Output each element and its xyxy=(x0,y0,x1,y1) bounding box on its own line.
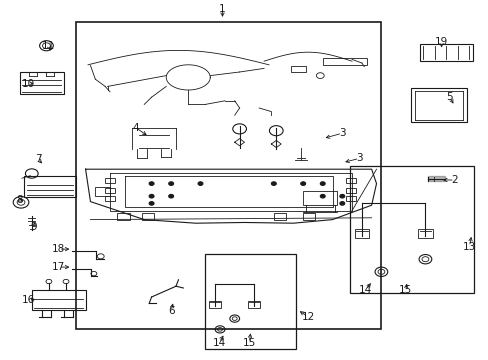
Text: 9: 9 xyxy=(30,222,37,232)
Text: 3: 3 xyxy=(338,128,345,138)
Bar xyxy=(273,213,285,220)
Text: 17: 17 xyxy=(52,262,65,272)
Bar xyxy=(303,191,337,205)
Text: 13: 13 xyxy=(462,242,475,252)
Circle shape xyxy=(320,182,325,185)
Text: 7: 7 xyxy=(35,154,41,164)
Text: 15: 15 xyxy=(398,285,412,295)
Circle shape xyxy=(300,182,305,185)
Bar xyxy=(209,301,221,308)
Circle shape xyxy=(149,202,154,205)
Text: 14: 14 xyxy=(212,338,225,348)
Bar xyxy=(354,229,368,238)
Bar xyxy=(105,188,115,193)
Bar xyxy=(76,22,381,329)
Bar xyxy=(142,213,154,220)
Text: 4: 4 xyxy=(132,123,139,133)
Circle shape xyxy=(149,182,154,185)
Text: 2: 2 xyxy=(450,175,457,185)
Text: 19: 19 xyxy=(434,37,447,48)
Bar xyxy=(105,196,115,201)
Text: 8: 8 xyxy=(16,195,23,205)
Circle shape xyxy=(168,194,173,198)
Bar xyxy=(322,58,366,65)
Bar xyxy=(32,290,85,310)
Circle shape xyxy=(320,194,325,198)
Bar xyxy=(349,166,473,293)
Text: 5: 5 xyxy=(446,92,452,102)
Text: 14: 14 xyxy=(358,285,372,295)
Bar xyxy=(105,178,115,183)
Polygon shape xyxy=(427,176,444,181)
Bar xyxy=(24,176,76,197)
Text: 12: 12 xyxy=(301,312,314,322)
Bar xyxy=(205,254,295,349)
Bar xyxy=(117,213,129,220)
Text: 6: 6 xyxy=(167,306,174,316)
Circle shape xyxy=(271,182,276,185)
Bar xyxy=(303,213,315,220)
Bar xyxy=(346,196,355,201)
Bar xyxy=(290,66,305,72)
Circle shape xyxy=(339,202,344,205)
Bar xyxy=(20,72,63,94)
Bar xyxy=(410,88,466,122)
Text: 10: 10 xyxy=(22,78,35,89)
Bar xyxy=(346,188,355,193)
Circle shape xyxy=(198,182,203,185)
Text: 3: 3 xyxy=(355,153,362,163)
Text: 15: 15 xyxy=(242,338,256,348)
Text: 1: 1 xyxy=(219,4,225,14)
Bar xyxy=(417,229,432,238)
Circle shape xyxy=(168,182,173,185)
Bar xyxy=(419,44,472,61)
Text: 11: 11 xyxy=(42,41,56,51)
Circle shape xyxy=(149,194,154,198)
Text: 18: 18 xyxy=(52,244,65,254)
Text: 16: 16 xyxy=(21,294,35,305)
Bar xyxy=(248,301,260,308)
Bar xyxy=(95,187,110,196)
Bar xyxy=(346,178,355,183)
Circle shape xyxy=(339,194,344,198)
